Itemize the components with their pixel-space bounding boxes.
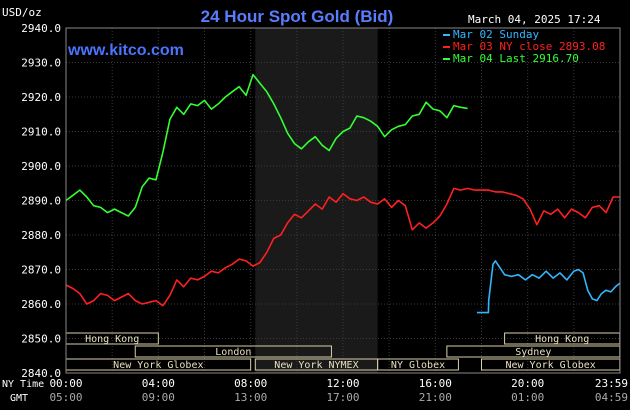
chart-title: 24 Hour Spot Gold (Bid) [201, 7, 394, 26]
session-label: New York NYMEX [274, 360, 358, 371]
y-tick-label: 2900.0 [21, 160, 61, 173]
session-label: New York Globex [113, 360, 203, 371]
x-tick-ny: 12:00 [326, 377, 359, 390]
y-tick-label: 2910.0 [21, 126, 61, 139]
session-label: New York Globex [505, 360, 595, 371]
x-tick-ny: 04:00 [142, 377, 175, 390]
y-tick-label: 2870.0 [21, 264, 61, 277]
x-tick-gmt: 17:00 [326, 391, 359, 404]
series-line-1 [65, 187, 620, 307]
y-tick-label: 2890.0 [21, 195, 61, 208]
session-label: Hong Kong [85, 334, 139, 345]
ny-time-label: NY Time [2, 379, 44, 390]
session-label: NY Globex [391, 360, 445, 371]
session-label: London [215, 347, 251, 358]
y-tick-label: 2860.0 [21, 298, 61, 311]
legend-label-sunday: Mar 02 Sunday [453, 28, 539, 41]
y-tick-label: 2840.0 [21, 367, 61, 380]
legend: Mar 02 Sunday Mar 03 NY close 2893.08 Ma… [443, 28, 605, 65]
x-tick-gmt: 04:59 [595, 391, 628, 404]
x-tick-gmt: 09:00 [142, 391, 175, 404]
series-line-0 [476, 260, 621, 314]
x-tick-gmt: 21:00 [419, 391, 452, 404]
x-tick-gmt: 05:00 [49, 391, 82, 404]
session-label: Sydney [515, 347, 551, 358]
legend-label-mar04: Mar 04 Last 2916.70 [453, 52, 579, 65]
plot-border [65, 27, 621, 374]
x-tick-ny: 23:59 [595, 377, 628, 390]
kitco-watermark: www.kitco.com [67, 42, 184, 59]
y-tick-label: 2920.0 [21, 91, 61, 104]
series-line-2 [65, 73, 468, 217]
y-tick-label: 2880.0 [21, 229, 61, 242]
y-tick-label: 2850.0 [21, 333, 61, 346]
y-tick-label: 2940.0 [21, 22, 61, 35]
x-tick-gmt: 01:00 [511, 391, 544, 404]
x-tick-ny: 00:00 [49, 377, 82, 390]
y-tick-label: 2930.0 [21, 57, 61, 70]
legend-label-mar03: Mar 03 NY close 2893.08 [453, 40, 605, 53]
session-bar [377, 358, 459, 371]
x-tick-ny: 16:00 [419, 377, 452, 390]
y-axis-unit: USD/oz [2, 6, 42, 19]
chart-timestamp: March 04, 2025 17:24 [468, 13, 601, 26]
session-label: Hong Kong [535, 334, 589, 345]
session-bar [134, 345, 332, 358]
x-tick-gmt: 13:00 [234, 391, 267, 404]
x-tick-ny: 20:00 [511, 377, 544, 390]
gmt-label: GMT [10, 393, 28, 404]
x-tick-ny: 08:00 [234, 377, 267, 390]
